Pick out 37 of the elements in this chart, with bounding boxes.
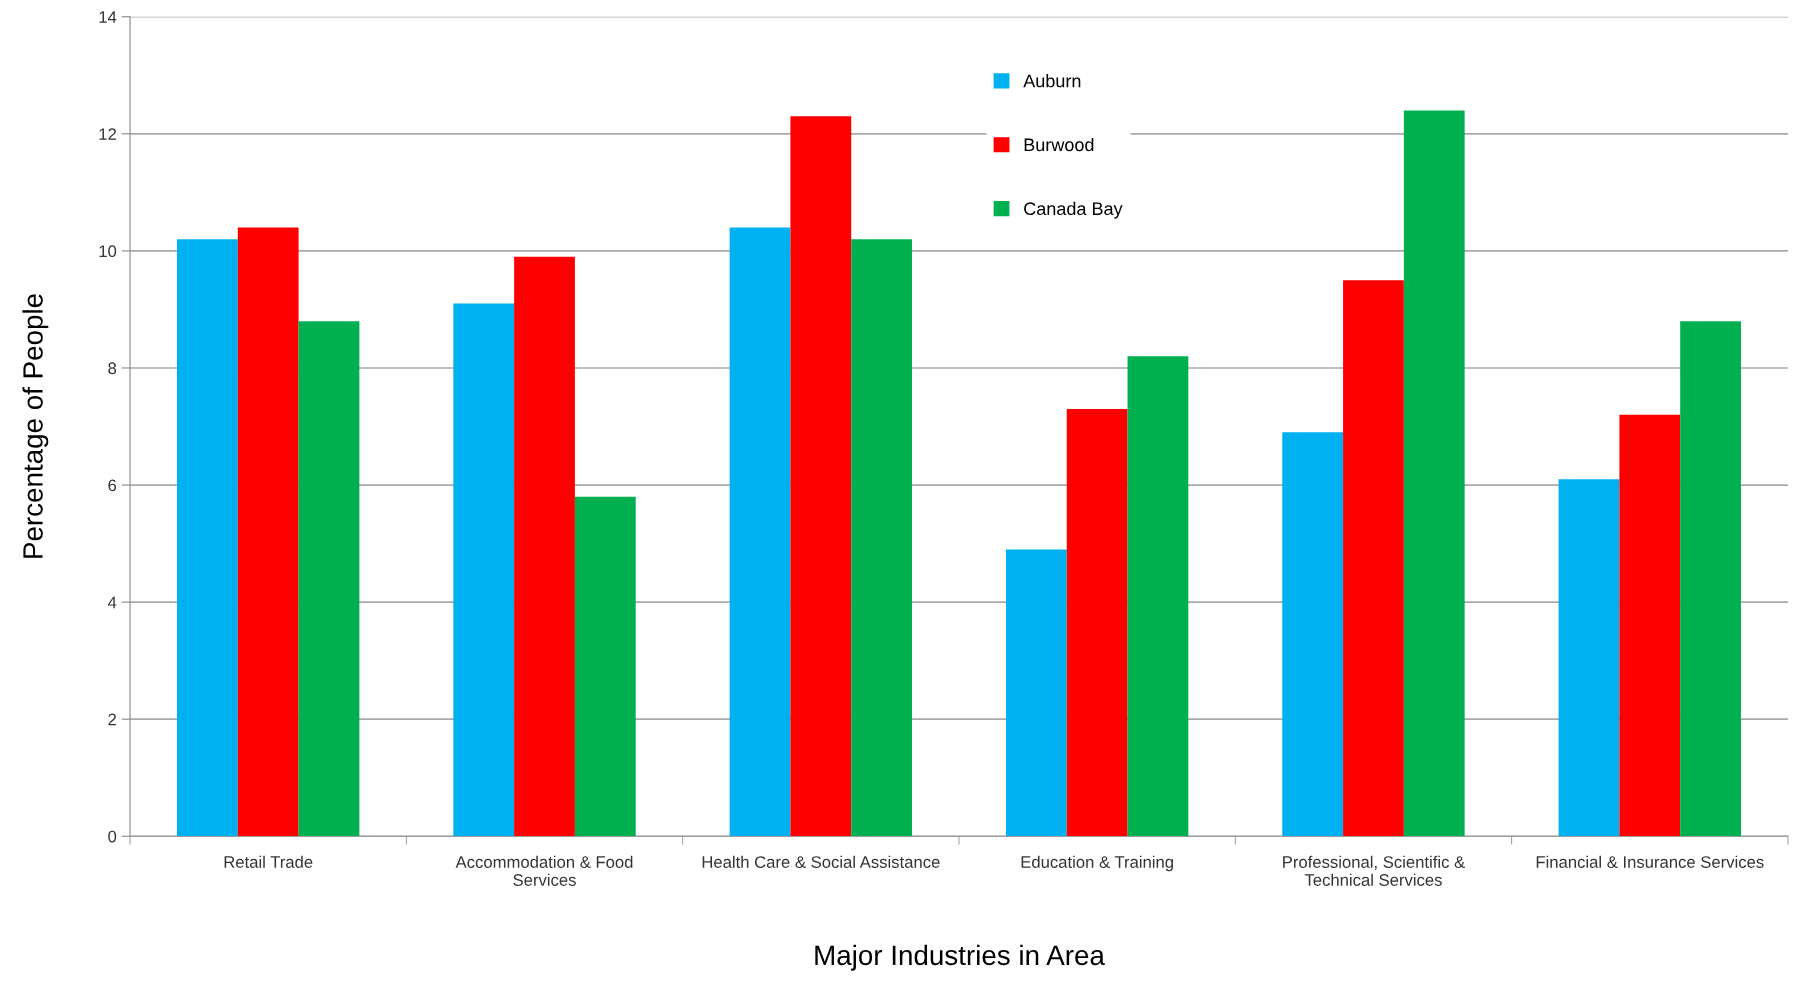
bar xyxy=(1680,321,1741,837)
legend-label: Auburn xyxy=(1023,74,1081,88)
x-tick-label: Professional, Scientific & Technical Services xyxy=(1283,855,1465,886)
bar xyxy=(298,321,360,837)
bar xyxy=(1127,356,1189,837)
legend-label: Burwood xyxy=(1024,137,1094,152)
x-axis-title: Major Industries in Area xyxy=(815,944,1105,971)
x-tick-label: Financial & Insurance Services xyxy=(1536,855,1764,868)
x-tick-label: Accommodation & Food Services xyxy=(455,855,633,886)
x-tick-label: Retail Trade xyxy=(224,855,313,868)
bar xyxy=(790,116,852,837)
bar xyxy=(514,256,575,837)
y-tick-label: 10 xyxy=(99,245,117,258)
y-tick-label: 14 xyxy=(99,11,117,23)
bar xyxy=(1282,432,1344,837)
y-tick-label: 8 xyxy=(108,362,117,375)
bar xyxy=(237,227,299,837)
y-tick-label: 6 xyxy=(108,479,117,492)
y-tick-label: 4 xyxy=(107,596,117,609)
bar xyxy=(1005,549,1067,837)
y-tick-label: 0 xyxy=(108,830,117,843)
y-tick-label: 2 xyxy=(108,713,116,726)
x-tick-label: Health Care & Social Assistance xyxy=(702,855,940,868)
bar xyxy=(1343,280,1404,837)
bar xyxy=(453,303,515,837)
y-tick-label: 12 xyxy=(99,128,116,140)
bar xyxy=(1619,414,1681,837)
bar xyxy=(1403,110,1465,837)
y-axis-title: Percentage of People xyxy=(22,294,49,558)
x-tick-label: Education & Training xyxy=(1021,855,1173,872)
bar xyxy=(851,239,913,837)
bar xyxy=(1558,479,1620,837)
legend-label: Canada Bay xyxy=(1024,201,1123,219)
bar xyxy=(729,227,791,837)
bar xyxy=(574,496,636,837)
bar xyxy=(1066,408,1128,837)
bar xyxy=(177,239,238,837)
